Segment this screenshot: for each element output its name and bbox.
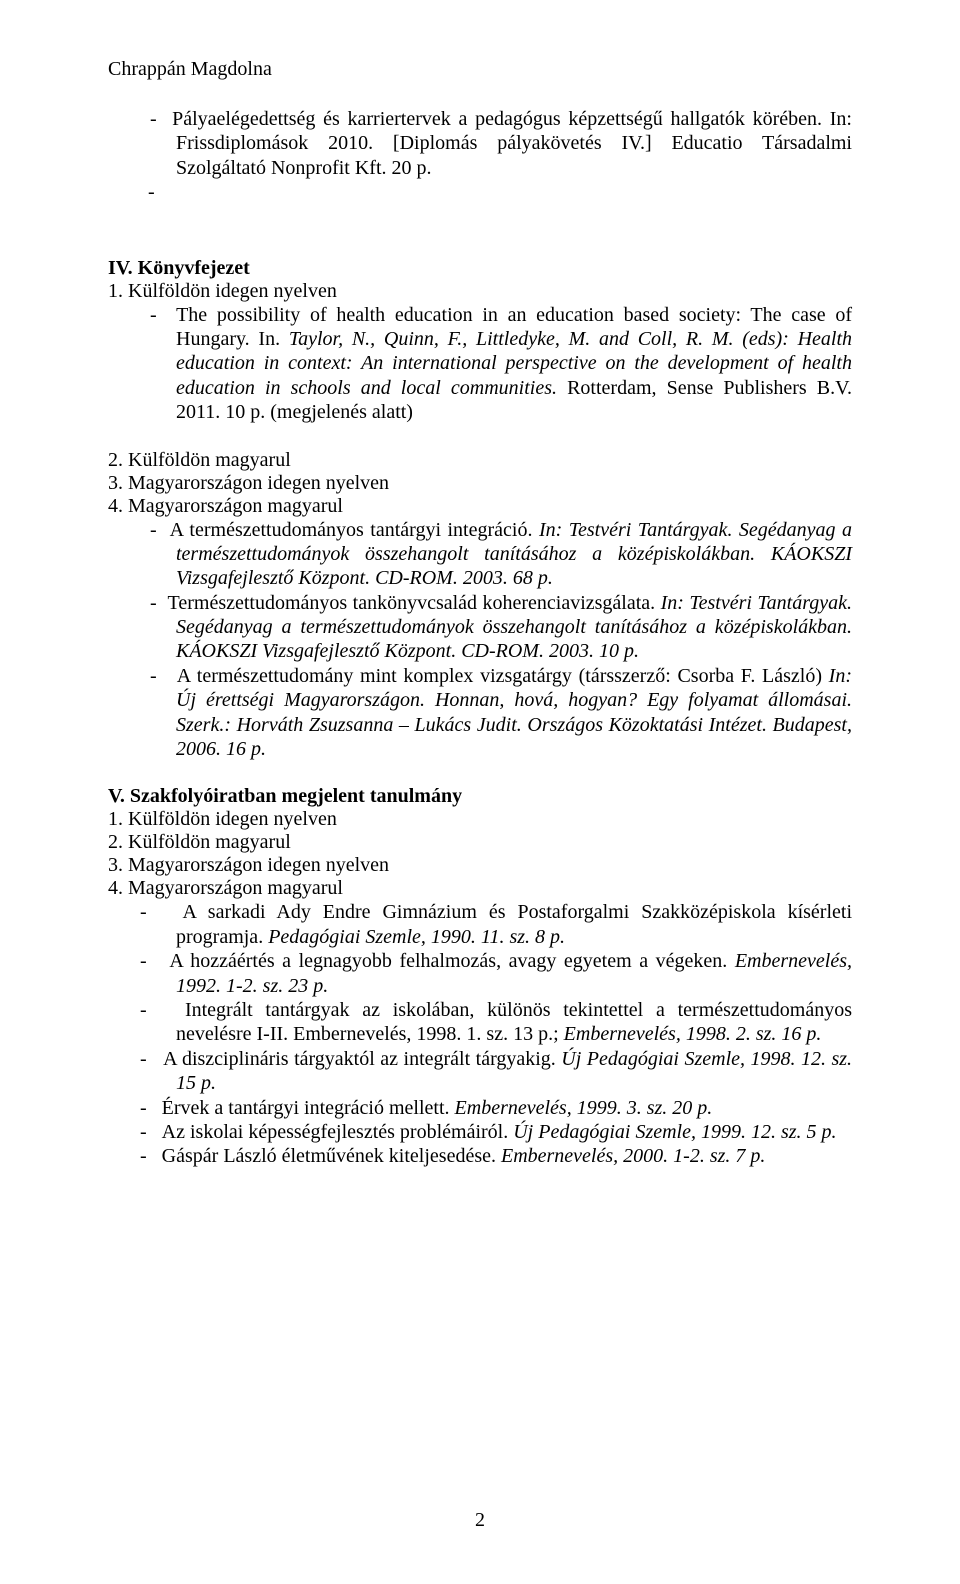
- bullet-dash: -: [140, 901, 147, 923]
- entry-plain: A diszciplináris tárgyaktól az integrált…: [163, 1048, 561, 1070]
- bullet-dash: -: [150, 665, 157, 687]
- v-entry-4: - A diszciplináris tárgyaktól az integrá…: [108, 1047, 852, 1096]
- section-iv-line3: 3. Magyarországon idegen nyelven: [108, 472, 852, 495]
- bullet-dash: -: [140, 1097, 147, 1119]
- entry-italic: Embernevelés, 2000. 1-2. sz. 7 p.: [501, 1145, 765, 1167]
- spacer: [108, 233, 852, 257]
- bullet-dash: -: [140, 1121, 147, 1143]
- section-v-line4: 4. Magyarországon magyarul: [108, 877, 852, 900]
- spacer: [108, 205, 852, 233]
- bullet-dash: -: [150, 519, 157, 541]
- author-name: Chrappán Magdolna: [108, 58, 852, 81]
- entry-plain: Természettudományos tankönyvcsalád koher…: [168, 592, 661, 614]
- iv-entry-4b: - Természettudományos tankönyvcsalád koh…: [108, 591, 852, 664]
- bullet-dash: -: [150, 592, 157, 614]
- section-iv-title: IV. Könyvfejezet: [108, 257, 852, 280]
- entry-plain: Gáspár László életművének kiteljesedése.: [162, 1145, 501, 1167]
- entry-italic: Új Pedagógiai Szemle, 1999. 12. sz. 5 p.: [513, 1121, 836, 1143]
- iv-entry-1: - The possibility of health education in…: [108, 303, 852, 425]
- entry-plain: Az iskolai képességfejlesztés problémáir…: [162, 1121, 514, 1143]
- v-entry-1: - A sarkadi Ady Endre Gimnázium és Posta…: [108, 900, 852, 949]
- section-iv-line1: 1. Külföldön idegen nyelven: [108, 280, 852, 303]
- bullet-dash: -: [150, 108, 157, 130]
- entry-plain: Érvek a tantárgyi integráció mellett.: [162, 1097, 455, 1119]
- spacer: [108, 761, 852, 785]
- entry-plain: A hozzáértés a legnagyobb felhalmozás, a…: [169, 950, 735, 972]
- bullet-dash: -: [140, 1048, 147, 1070]
- entry-plain: A természettudomány mint komplex vizsgat…: [177, 665, 829, 687]
- page: Chrappán Magdolna - Pályaelégedettség és…: [0, 0, 960, 1584]
- page-number: 2: [0, 1509, 960, 1532]
- section-v-line1: 1. Külföldön idegen nyelven: [108, 808, 852, 831]
- entry-italic: Embernevelés, 1998. 2. sz. 16 p.: [564, 1023, 822, 1045]
- v-entry-7: - Gáspár László életművének kiteljesedés…: [108, 1144, 852, 1168]
- bullet-dash: -: [140, 950, 147, 972]
- section-v-line3: 3. Magyarországon idegen nyelven: [108, 854, 852, 877]
- entry-text: Pályaelégedettség és karriertervek a ped…: [172, 108, 852, 179]
- v-entry-5: - Érvek a tantárgyi integráció mellett. …: [108, 1096, 852, 1120]
- iv-entry-4c: - A természettudomány mint komplex vizsg…: [108, 664, 852, 762]
- bullet-dash: -: [140, 1145, 147, 1167]
- spacer: [108, 425, 852, 449]
- section-iv-line4: 4. Magyarországon magyarul: [108, 495, 852, 518]
- entry-italic: Embernevelés, 1999. 3. sz. 20 p.: [455, 1097, 713, 1119]
- v-entry-3: - Integrált tantárgyak az iskolában, kül…: [108, 998, 852, 1047]
- section-v-title: V. Szakfolyóiratban megjelent tanulmány: [108, 785, 852, 808]
- entry-italic: Pedagógiai Szemle, 1990. 11. sz. 8 p.: [268, 926, 565, 948]
- bullet-dash: -: [150, 304, 157, 326]
- top-publication-entry: - Pályaelégedettség és karriertervek a p…: [108, 107, 852, 180]
- entry-plain: A természettudományos tantárgyi integrác…: [170, 519, 539, 541]
- trailing-dash: -: [108, 180, 852, 204]
- section-v-line2: 2. Külföldön magyarul: [108, 831, 852, 854]
- bullet-dash: -: [140, 999, 147, 1021]
- iv-entry-4a: - A természettudományos tantárgyi integr…: [108, 518, 852, 591]
- v-entry-2: - A hozzáértés a legnagyobb felhalmozás,…: [108, 949, 852, 998]
- v-entry-6: - Az iskolai képességfejlesztés problémá…: [108, 1120, 852, 1144]
- section-iv-line2: 2. Külföldön magyarul: [108, 449, 852, 472]
